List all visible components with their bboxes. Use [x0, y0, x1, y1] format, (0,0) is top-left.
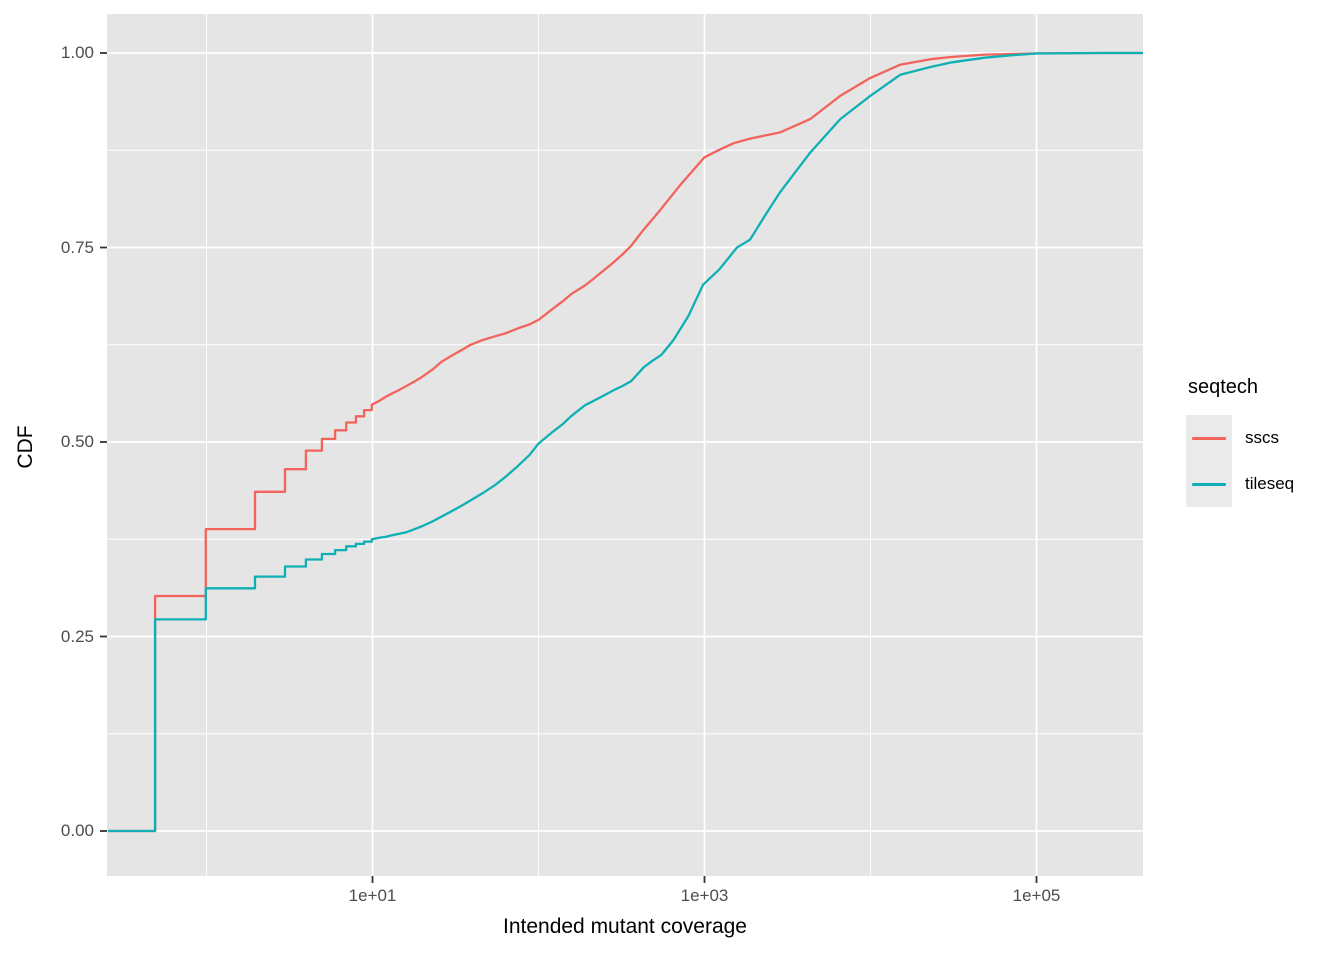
x-tick-label: 1e+03 — [680, 886, 729, 905]
legend-key-box — [1186, 461, 1232, 507]
y-tick-label: 1.00 — [60, 43, 94, 62]
legend-entry-tileseq: tileseq — [1186, 461, 1336, 507]
legend: seqtech sscs tileseq — [1186, 376, 1336, 507]
y-tick-label: 0.50 — [60, 432, 94, 451]
tileseq-line-swatch-icon — [1192, 483, 1226, 486]
legend-key-box — [1186, 415, 1232, 461]
x-tick-label: 1e+01 — [348, 886, 397, 905]
sscs-line-swatch-icon — [1192, 437, 1226, 440]
y-tick-label: 0.00 — [60, 821, 94, 840]
legend-label-tileseq: tileseq — [1245, 474, 1295, 493]
x-tick-label: 1e+05 — [1012, 886, 1061, 905]
x-axis-title: Intended mutant coverage — [502, 915, 747, 938]
cdf-curve-sscs — [108, 51, 1143, 833]
y-tick-label: 0.75 — [60, 237, 94, 257]
legend-label-sscs: sscs — [1245, 428, 1279, 447]
plot-panel — [107, 14, 1143, 876]
legend-entry-sscs: sscs — [1186, 415, 1336, 461]
cdf-curve-tileseq — [108, 51, 1143, 833]
y-tick-label: 0.25 — [60, 626, 94, 646]
legend-title: seqtech — [1188, 376, 1259, 398]
